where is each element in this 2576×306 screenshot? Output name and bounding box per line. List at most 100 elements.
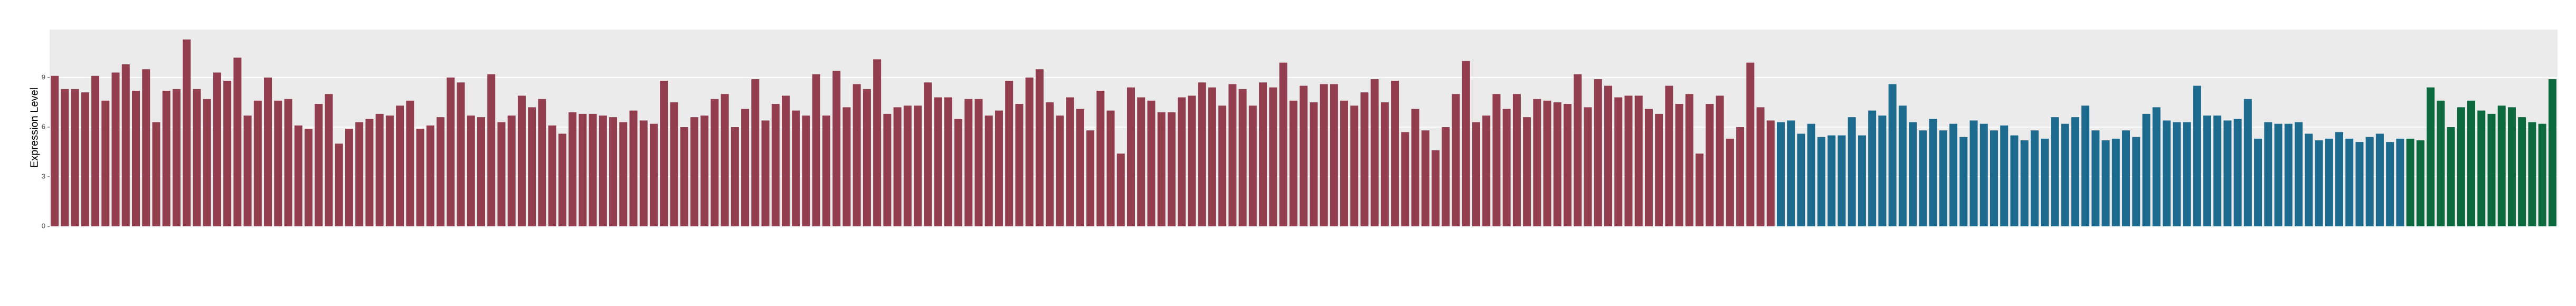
bar: [1665, 85, 1673, 227]
bar: [1868, 110, 1877, 226]
bar: [1523, 117, 1531, 226]
bar: [1888, 84, 1897, 226]
bar: [1756, 107, 1765, 226]
bar: [437, 117, 445, 226]
bar: [1106, 110, 1115, 226]
bar: [1380, 102, 1389, 226]
bar: [883, 113, 892, 226]
bar: [1391, 81, 1399, 226]
bar: [2365, 137, 2374, 226]
bar: [1432, 150, 1440, 226]
bar: [2051, 117, 2059, 226]
bar: [832, 71, 841, 227]
bar: [1289, 100, 1298, 226]
bar: [589, 113, 597, 226]
bar: [954, 119, 963, 226]
bar: [1066, 97, 1074, 226]
bar: [1147, 100, 1156, 226]
bar: [995, 110, 1003, 226]
bar: [1766, 120, 1775, 226]
bar: [426, 125, 434, 226]
bar: [121, 64, 130, 226]
bar: [1675, 104, 1683, 226]
bar: [2142, 113, 2151, 226]
bar: [81, 92, 89, 226]
bar: [670, 102, 678, 226]
bar: [1858, 135, 1866, 226]
bar: [2101, 140, 2110, 226]
bar: [1452, 94, 1460, 226]
bar: [1736, 127, 1745, 226]
bar: [1574, 74, 1582, 226]
bar: [1492, 94, 1501, 226]
y-tick-label: 3: [42, 172, 45, 180]
bar: [406, 100, 414, 226]
bar: [2233, 119, 2242, 226]
bar: [2010, 135, 2019, 226]
bar: [2152, 107, 2161, 226]
bar: [2295, 122, 2303, 226]
bar: [396, 106, 404, 226]
bar: [1340, 100, 1348, 226]
bar: [903, 106, 912, 226]
bar: [1614, 97, 1623, 226]
bar: [274, 100, 282, 226]
bar: [111, 72, 120, 227]
bar: [1482, 115, 1491, 226]
bar: [1269, 87, 1277, 227]
bar: [1543, 100, 1551, 226]
bar: [335, 144, 343, 226]
bar: [1959, 137, 1968, 226]
y-tick-label: 6: [42, 122, 45, 130]
bar: [365, 119, 374, 226]
bar: [1604, 85, 1613, 227]
y-tick-label: 9: [42, 73, 45, 81]
bar: [538, 99, 546, 226]
bar: [355, 122, 364, 226]
bar: [1310, 102, 1318, 226]
bar: [2041, 138, 2049, 226]
bar: [1188, 95, 1196, 226]
bar: [1969, 120, 1978, 226]
bar: [1777, 122, 1785, 226]
bar: [2111, 138, 2120, 226]
bar: [842, 107, 851, 226]
bar: [1838, 135, 1846, 226]
bar: [1472, 122, 1480, 226]
bar: [2386, 142, 2394, 226]
bar: [487, 74, 496, 226]
bar: [1350, 106, 1359, 226]
bar: [61, 89, 69, 226]
bar: [771, 104, 780, 226]
bar: [2518, 117, 2526, 226]
bar: [639, 120, 648, 226]
bar: [477, 117, 485, 226]
bar: [183, 39, 191, 226]
bar: [2091, 130, 2100, 226]
bar: [1787, 120, 1795, 226]
bar: [751, 79, 760, 226]
bar: [345, 129, 353, 226]
bar: [2487, 113, 2496, 226]
bar: [1015, 104, 1024, 226]
bar: [893, 107, 902, 226]
bar: [964, 99, 973, 226]
bar: [1056, 115, 1064, 226]
bar: [579, 113, 587, 226]
bar: [1462, 61, 1470, 226]
bar: [863, 89, 871, 226]
bar: [1370, 79, 1379, 226]
bar: [934, 97, 942, 226]
bar: [2345, 138, 2354, 226]
bar: [253, 100, 262, 226]
bar: [1512, 94, 1521, 226]
bar: [203, 99, 211, 226]
bar: [1797, 133, 1805, 226]
bar: [1025, 77, 1034, 226]
bar: [2071, 117, 2079, 226]
bar: [782, 95, 790, 226]
bar: [1076, 109, 1084, 226]
bar: [51, 75, 59, 226]
bar: [101, 100, 110, 226]
bar: [1127, 87, 1135, 227]
